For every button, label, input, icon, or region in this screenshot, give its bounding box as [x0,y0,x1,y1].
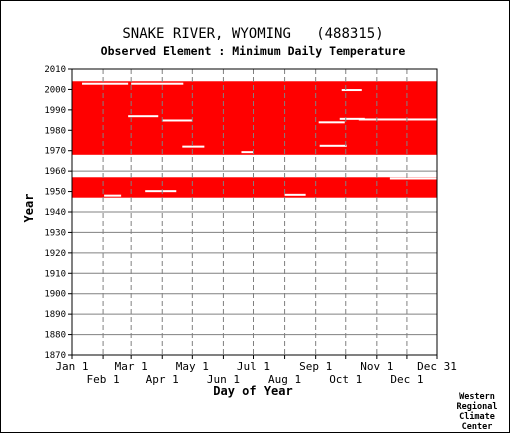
y-tick-label: 1990 [44,106,66,116]
missing-data-gap [145,190,177,193]
missing-data-gap [319,144,347,147]
chart-subtitle: Observed Element : Minimum Daily Tempera… [101,44,406,58]
y-tick-label: 1910 [44,269,66,279]
y-tick-label: 1890 [44,310,66,320]
y-tick-label: 1950 [44,188,66,198]
y-tick-label: 1940 [44,208,66,218]
y-tick-label: 1870 [44,351,66,361]
y-tick-label: 2010 [44,65,66,75]
missing-data-gap [389,177,437,180]
missing-data-gap [162,119,193,122]
x-tick-label: Dec 1 [390,373,423,386]
credit-block: Western Regional Climate Center [457,392,498,432]
x-tick-label: Dec 31 [417,360,457,373]
x-tick-label: May 1 [176,360,209,373]
x-tick-label: Nov 1 [360,360,393,373]
y-tick-label: 1960 [44,167,66,177]
x-tick-label: Aug 1 [268,373,301,386]
plot-area: 1870 1880 1890 1900 1910 1920 1930 1940 1950 1960… [44,65,457,386]
chart-title: SNAKE RIVER, WYOMING (488315) [122,26,383,42]
missing-data-gap [128,115,159,118]
x-tick-label: Jan 1 [55,360,88,373]
x-tick-label: Mar 1 [115,360,148,373]
y-tick-label: 1930 [44,228,66,238]
missing-data-gap [284,193,306,196]
missing-data-gap [104,194,122,197]
x-tick-label: Jun 1 [207,373,240,386]
missing-data-gap [341,89,362,92]
y-tick-label: 1970 [44,147,66,157]
x-tick-label: Feb 1 [87,373,120,386]
missing-data-gap [339,117,365,120]
missing-data-gap [82,82,129,85]
missing-data-gap [131,82,184,85]
x-tick-label: Sep 1 [299,360,332,373]
y-tick-label: 1980 [44,126,66,136]
credit-line-1: Western [459,392,495,402]
missing-data-gap [241,151,254,154]
missing-data-gap [358,118,437,121]
x-tick-label: Apr 1 [146,373,179,386]
y-tick-label: 1880 [44,331,66,341]
x-axis-label: Day of Year [213,384,292,398]
x-tick-label: Oct 1 [329,373,362,386]
observed-data-band [72,81,437,155]
missing-data-gap [182,145,205,148]
y-tick-label: 1900 [44,290,66,300]
y-tick-label: 1920 [44,249,66,259]
x-tick-label: Jul 1 [237,360,270,373]
observed-data-band [72,177,437,198]
y-axis-label: Year [22,194,36,223]
credit-line-3: Climate [459,411,495,422]
missing-data-gap [318,121,345,124]
y-tick-label: 2000 [44,85,66,95]
credit-line-2: Regional [457,401,498,412]
credit-line-4: Center [462,422,493,432]
